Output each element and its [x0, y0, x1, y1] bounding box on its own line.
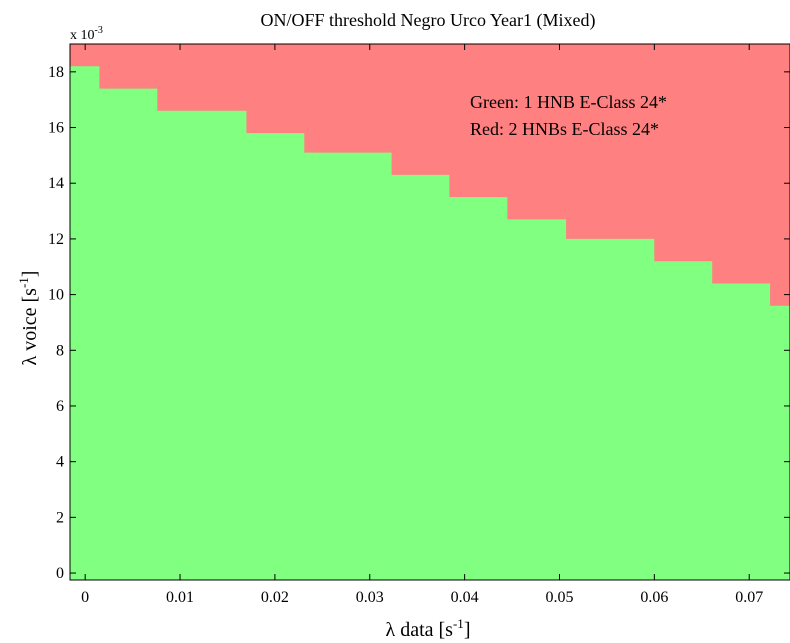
x-label-main: λ data [s	[386, 619, 454, 641]
chart-title: ON/OFF threshold Negro Urco Year1 (Mixed…	[261, 10, 596, 31]
x-tick-label: 0.06	[640, 589, 668, 606]
y-axis-multiplier: x 10-3	[70, 25, 103, 43]
y-tick-label: 4	[56, 454, 64, 471]
y-tick-label: 2	[56, 509, 64, 526]
x-axis-label: λ data [s-1]	[386, 616, 471, 641]
x-tick-label: 0.05	[545, 589, 573, 606]
y-axis-label: λ voice [s-1]	[16, 271, 41, 366]
legend-green-region: Green: 1 HNB E-Class 24*	[470, 92, 667, 112]
y-tick-label: 0	[56, 565, 64, 582]
x-tick-label: 0.04	[451, 589, 479, 606]
x-label-superscript: -1	[453, 616, 464, 631]
x-label-end: ]	[464, 619, 471, 641]
x-tick-label: 0	[81, 589, 89, 606]
legend-red-region: Red: 2 HNBs E-Class 24*	[470, 119, 659, 139]
plot-regions	[70, 44, 790, 581]
y-tick-label: 14	[48, 175, 64, 192]
y-tick-label: 6	[56, 398, 64, 415]
x-tick-label: 0.02	[261, 589, 289, 606]
green-region	[70, 66, 790, 581]
x-tick-label: 0.01	[166, 589, 194, 606]
plot-frame	[69, 43, 790, 581]
y-label-superscript: -1	[16, 277, 31, 288]
y-tick-label: 16	[48, 120, 64, 137]
y-multiplier-exponent: -3	[95, 25, 103, 36]
y-tick-label: 8	[56, 342, 64, 359]
x-tick-label: 0.07	[735, 589, 763, 606]
y-tick-label: 12	[48, 231, 64, 248]
y-tick-label: 18	[48, 64, 64, 81]
axis-ticks: 0 0.01 0.02 0.03 0.04 0.05 0.06 0.07 0 2 4 6 8 10 12 14…	[48, 44, 790, 606]
y-label-end: ]	[19, 271, 41, 278]
y-tick-label: 10	[48, 287, 64, 304]
x-tick-label: 0.03	[356, 589, 384, 606]
y-label-main: λ voice [s	[19, 288, 41, 366]
y-multiplier-base: x 10	[70, 28, 95, 43]
